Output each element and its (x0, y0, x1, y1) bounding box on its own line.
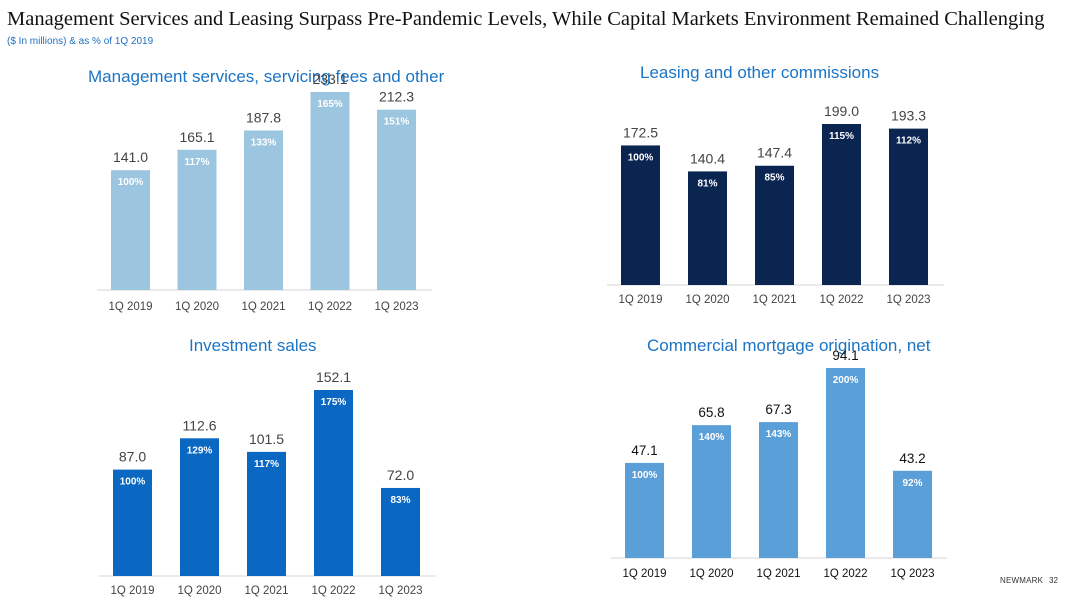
value-label: 187.8 (246, 109, 281, 125)
value-label: 47.1 (631, 443, 657, 458)
bar (822, 124, 861, 285)
x-tick-label: 1Q 2021 (752, 294, 796, 306)
x-tick-label: 1Q 2020 (175, 301, 219, 313)
bar (893, 470, 932, 558)
value-label: 140.4 (690, 150, 725, 166)
value-label: 233.1 (312, 71, 347, 87)
bar (377, 109, 416, 290)
percent-label: 133% (251, 137, 277, 148)
x-tick-label: 1Q 2023 (378, 585, 422, 597)
percent-label: 140% (699, 432, 725, 443)
percent-label: 129% (187, 445, 213, 456)
bar (111, 170, 150, 290)
percent-label: 83% (390, 495, 410, 506)
bar (310, 92, 350, 290)
percent-label: 112% (896, 136, 921, 147)
bar (625, 462, 664, 558)
bar (692, 425, 731, 558)
x-tick-label: 1Q 2022 (823, 568, 867, 580)
bar (759, 422, 798, 558)
x-tick-label: 1Q 2021 (756, 568, 800, 580)
value-label: 212.3 (379, 89, 414, 105)
bar (177, 149, 217, 290)
page-subtitle: ($ In millions) & as % of 1Q 2019 (7, 36, 154, 47)
value-label: 65.8 (698, 405, 724, 420)
bar (826, 368, 865, 558)
x-tick-label: 1Q 2023 (374, 301, 418, 313)
value-label: 199.0 (824, 103, 859, 119)
x-tick-label: 1Q 2021 (244, 585, 288, 597)
bar (621, 145, 660, 285)
chart-title-investment-sales: Investment sales (189, 336, 317, 355)
chart-title-management-services: Management services, servicing fees and … (88, 67, 445, 86)
x-tick-label: 1Q 2021 (241, 301, 285, 313)
value-label: 67.3 (765, 402, 791, 417)
x-tick-label: 1Q 2019 (622, 568, 666, 580)
percent-label: 100% (118, 177, 144, 188)
percent-label: 85% (764, 173, 784, 184)
value-label: 141.0 (113, 149, 148, 165)
bar (247, 451, 286, 576)
value-label: 87.0 (119, 449, 146, 465)
x-tick-label: 1Q 2019 (108, 301, 152, 313)
chart-title-mortgage-origination: Commercial mortgage origination, net (647, 336, 931, 355)
brand-footer: NEWMARK (1000, 576, 1044, 585)
x-tick-label: 1Q 2022 (308, 301, 352, 313)
x-tick-label: 1Q 2022 (311, 585, 355, 597)
bar (381, 487, 420, 576)
x-tick-label: 1Q 2019 (618, 294, 662, 306)
percent-label: 117% (184, 157, 209, 168)
x-tick-label: 1Q 2020 (689, 568, 733, 580)
value-label: 152.1 (316, 369, 351, 385)
percent-label: 200% (833, 375, 859, 386)
x-tick-label: 1Q 2020 (177, 585, 221, 597)
value-label: 165.1 (179, 129, 214, 145)
percent-label: 115% (829, 131, 854, 142)
x-tick-label: 1Q 2022 (819, 294, 863, 306)
bar (180, 438, 219, 576)
percent-label: 175% (321, 397, 347, 408)
value-label: 43.2 (899, 451, 925, 466)
value-label: 193.3 (891, 108, 926, 124)
percent-label: 92% (902, 478, 922, 489)
bar (113, 469, 152, 576)
percent-label: 81% (697, 178, 717, 189)
page-number: 32 (1049, 576, 1058, 585)
bar (244, 130, 283, 290)
percent-label: 100% (628, 152, 654, 163)
bar (688, 171, 727, 285)
bar (314, 390, 353, 576)
x-tick-label: 1Q 2023 (886, 294, 930, 306)
percent-label: 100% (632, 470, 658, 481)
bar (889, 128, 928, 285)
value-label: 94.1 (832, 348, 858, 363)
page-title: Management Services and Leasing Surpass … (7, 8, 1045, 30)
chart-title-leasing: Leasing and other commissions (640, 63, 880, 82)
percent-label: 117% (254, 459, 279, 470)
x-tick-label: 1Q 2020 (685, 294, 729, 306)
value-label: 101.5 (249, 431, 284, 447)
x-tick-label: 1Q 2023 (890, 568, 934, 580)
percent-label: 151% (384, 117, 410, 128)
value-label: 72.0 (387, 467, 414, 483)
percent-label: 100% (120, 477, 146, 488)
value-label: 112.6 (183, 417, 217, 433)
bar (755, 165, 794, 285)
percent-label: 165% (317, 99, 343, 110)
x-tick-label: 1Q 2019 (110, 585, 154, 597)
value-label: 147.4 (757, 145, 792, 161)
percent-label: 143% (766, 429, 792, 440)
value-label: 172.5 (623, 124, 658, 140)
